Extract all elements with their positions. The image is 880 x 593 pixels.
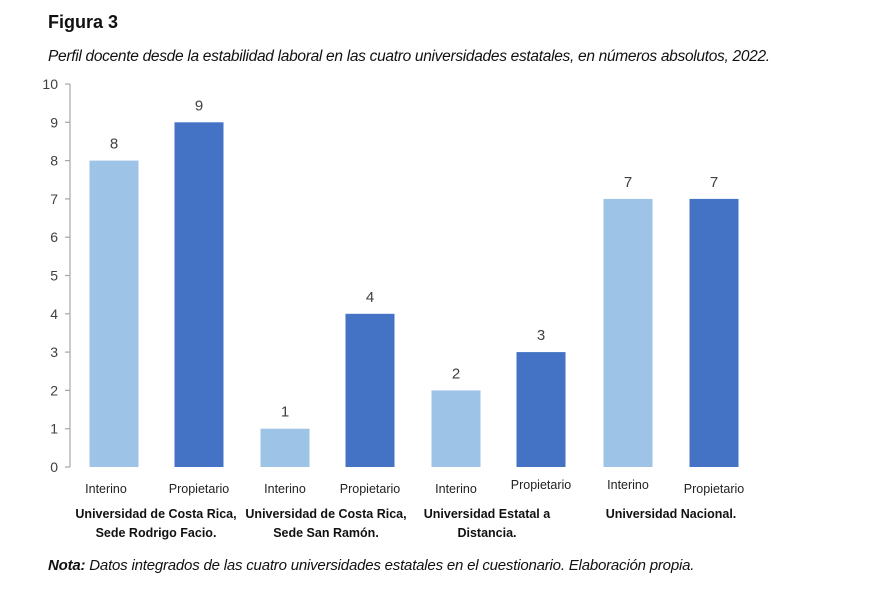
y-tick-label: 8 <box>50 153 58 169</box>
y-tick-label: 1 <box>50 421 58 437</box>
bar-propietario <box>516 352 566 467</box>
group-label: Sede Rodrigo Facio. <box>96 526 217 540</box>
bar-propietario <box>689 198 739 467</box>
category-label: Interino <box>85 482 127 496</box>
y-tick-label: 3 <box>50 344 58 360</box>
bar-interino <box>603 198 653 467</box>
y-tick-label: 7 <box>50 191 58 207</box>
group-label: Distancia. <box>457 526 516 540</box>
bar-propietario <box>174 122 224 468</box>
category-label: Interino <box>435 482 477 496</box>
group-label: Sede San Ramón. <box>273 526 379 540</box>
y-tick-label: 6 <box>50 229 58 245</box>
data-label: 8 <box>110 136 118 153</box>
group-label: Universidad de Costa Rica, <box>75 507 236 521</box>
data-label: 7 <box>624 174 632 191</box>
category-label: Propietario <box>684 482 744 496</box>
figure-title: Perfil docente desde la estabilidad labo… <box>48 48 770 65</box>
figure-label: Figura 3 <box>48 12 119 32</box>
y-tick-label: 5 <box>50 268 58 284</box>
y-tick-label: 9 <box>50 114 58 130</box>
y-tick-label: 0 <box>50 459 58 475</box>
bar-propietario <box>345 313 395 467</box>
category-label: Propietario <box>169 482 229 496</box>
group-label: Universidad Nacional. <box>606 507 737 521</box>
data-label: 9 <box>195 97 203 114</box>
bars: 8 9 1 4 2 3 7 7 <box>89 97 739 468</box>
note-label: Nota: <box>48 557 86 574</box>
category-label: Interino <box>264 482 306 496</box>
y-tick-label: 2 <box>50 382 58 398</box>
data-label: 1 <box>281 404 289 421</box>
category-label: Interino <box>607 478 649 492</box>
data-label: 4 <box>366 289 374 306</box>
category-label: Propietario <box>511 478 571 492</box>
y-tick-label: 10 <box>42 76 58 92</box>
group-label: Universidad de Costa Rica, <box>245 507 406 521</box>
bar-interino <box>431 390 481 467</box>
x-axis-labels: Interino Propietario Interino Propietario In… <box>75 478 744 540</box>
data-label: 2 <box>452 365 460 382</box>
data-label: 7 <box>710 174 718 191</box>
bar-interino <box>89 160 139 467</box>
note-text: Datos integrados de las cuatro universid… <box>85 557 695 574</box>
category-label: Propietario <box>340 482 400 496</box>
bar-interino <box>260 428 310 467</box>
figure-note: Nota: Datos integrados de las cuatro uni… <box>48 557 694 574</box>
y-tick-label: 4 <box>50 306 58 322</box>
group-label: Universidad Estatal a <box>424 507 551 521</box>
y-axis: 0 1 2 3 4 5 6 7 8 9 10 <box>42 76 71 475</box>
data-label: 3 <box>537 327 545 344</box>
